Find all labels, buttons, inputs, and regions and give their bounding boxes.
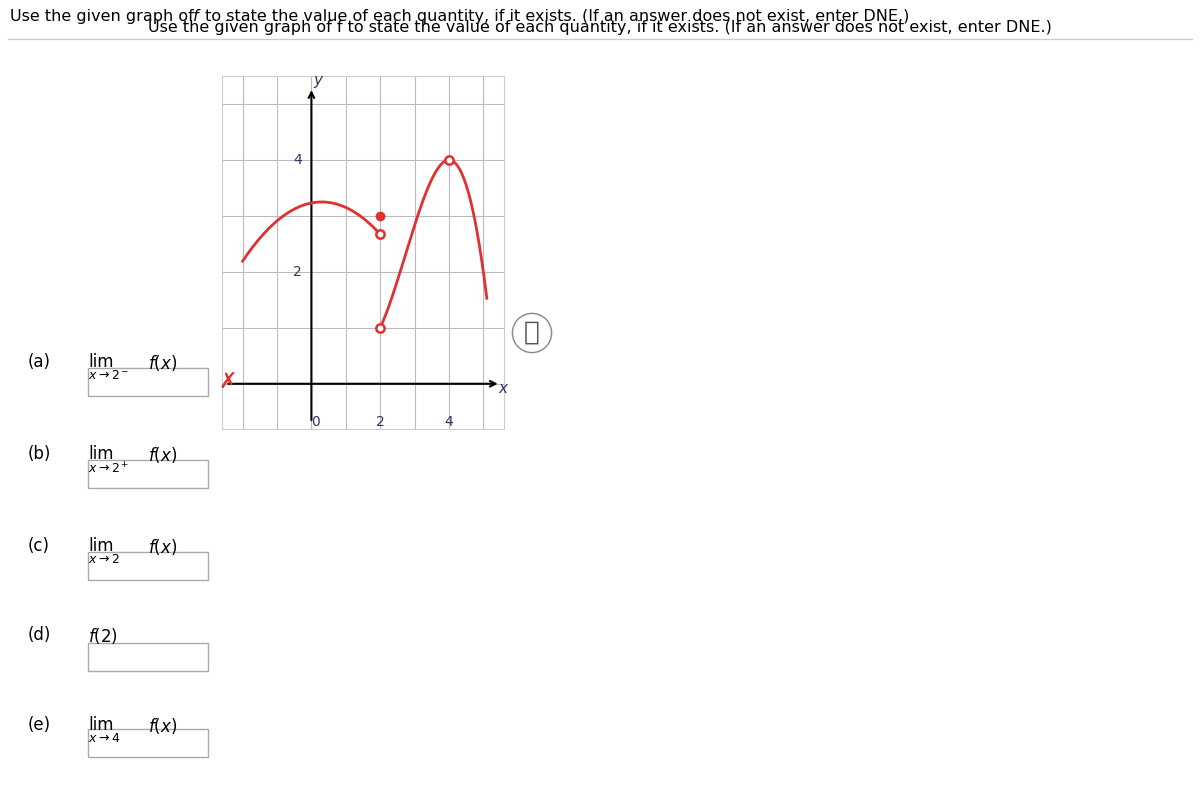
Text: ✗: ✗ xyxy=(218,372,236,392)
Text: $f(x)$: $f(x)$ xyxy=(148,537,178,557)
Text: $f(x)$: $f(x)$ xyxy=(148,445,178,465)
Text: $x \to 4$: $x \to 4$ xyxy=(88,732,120,745)
Text: lim: lim xyxy=(88,716,114,734)
Text: lim: lim xyxy=(88,445,114,463)
Text: lim: lim xyxy=(88,537,114,555)
FancyBboxPatch shape xyxy=(88,729,208,757)
FancyBboxPatch shape xyxy=(88,552,208,580)
Text: $f(x)$: $f(x)$ xyxy=(148,353,178,373)
Text: Use the given graph of: Use the given graph of xyxy=(10,9,199,24)
Text: 4: 4 xyxy=(445,415,454,429)
FancyBboxPatch shape xyxy=(88,368,208,396)
Text: f: f xyxy=(193,9,199,24)
FancyBboxPatch shape xyxy=(88,643,208,671)
Text: $f(2)$: $f(2)$ xyxy=(88,626,118,646)
Text: (d): (d) xyxy=(28,626,52,644)
Text: $x \to 2$: $x \to 2$ xyxy=(88,553,120,566)
Text: $f(x)$: $f(x)$ xyxy=(148,716,178,736)
Text: x: x xyxy=(499,380,508,396)
Text: to state the value of each quantity, if it exists. (If an answer does not exist,: to state the value of each quantity, if … xyxy=(200,9,910,24)
Text: 0: 0 xyxy=(311,415,320,429)
Text: lim: lim xyxy=(88,353,114,371)
Text: 2: 2 xyxy=(293,265,301,279)
Text: y: y xyxy=(313,73,322,88)
Text: Use the given graph of ⁠f⁠ to state the value of each quantity, if it exists. (I: Use the given graph of ⁠f⁠ to state the … xyxy=(148,20,1052,35)
Text: (b): (b) xyxy=(28,445,52,463)
Text: $x \to 2^-$: $x \to 2^-$ xyxy=(88,369,130,382)
FancyBboxPatch shape xyxy=(88,460,208,488)
Text: (c): (c) xyxy=(28,537,50,555)
Text: ⓘ: ⓘ xyxy=(524,320,540,346)
Text: (a): (a) xyxy=(28,353,50,371)
Text: 4: 4 xyxy=(293,153,301,167)
Text: 2: 2 xyxy=(376,415,384,429)
Text: (e): (e) xyxy=(28,716,52,734)
Text: $x \to 2^+$: $x \to 2^+$ xyxy=(88,461,130,477)
